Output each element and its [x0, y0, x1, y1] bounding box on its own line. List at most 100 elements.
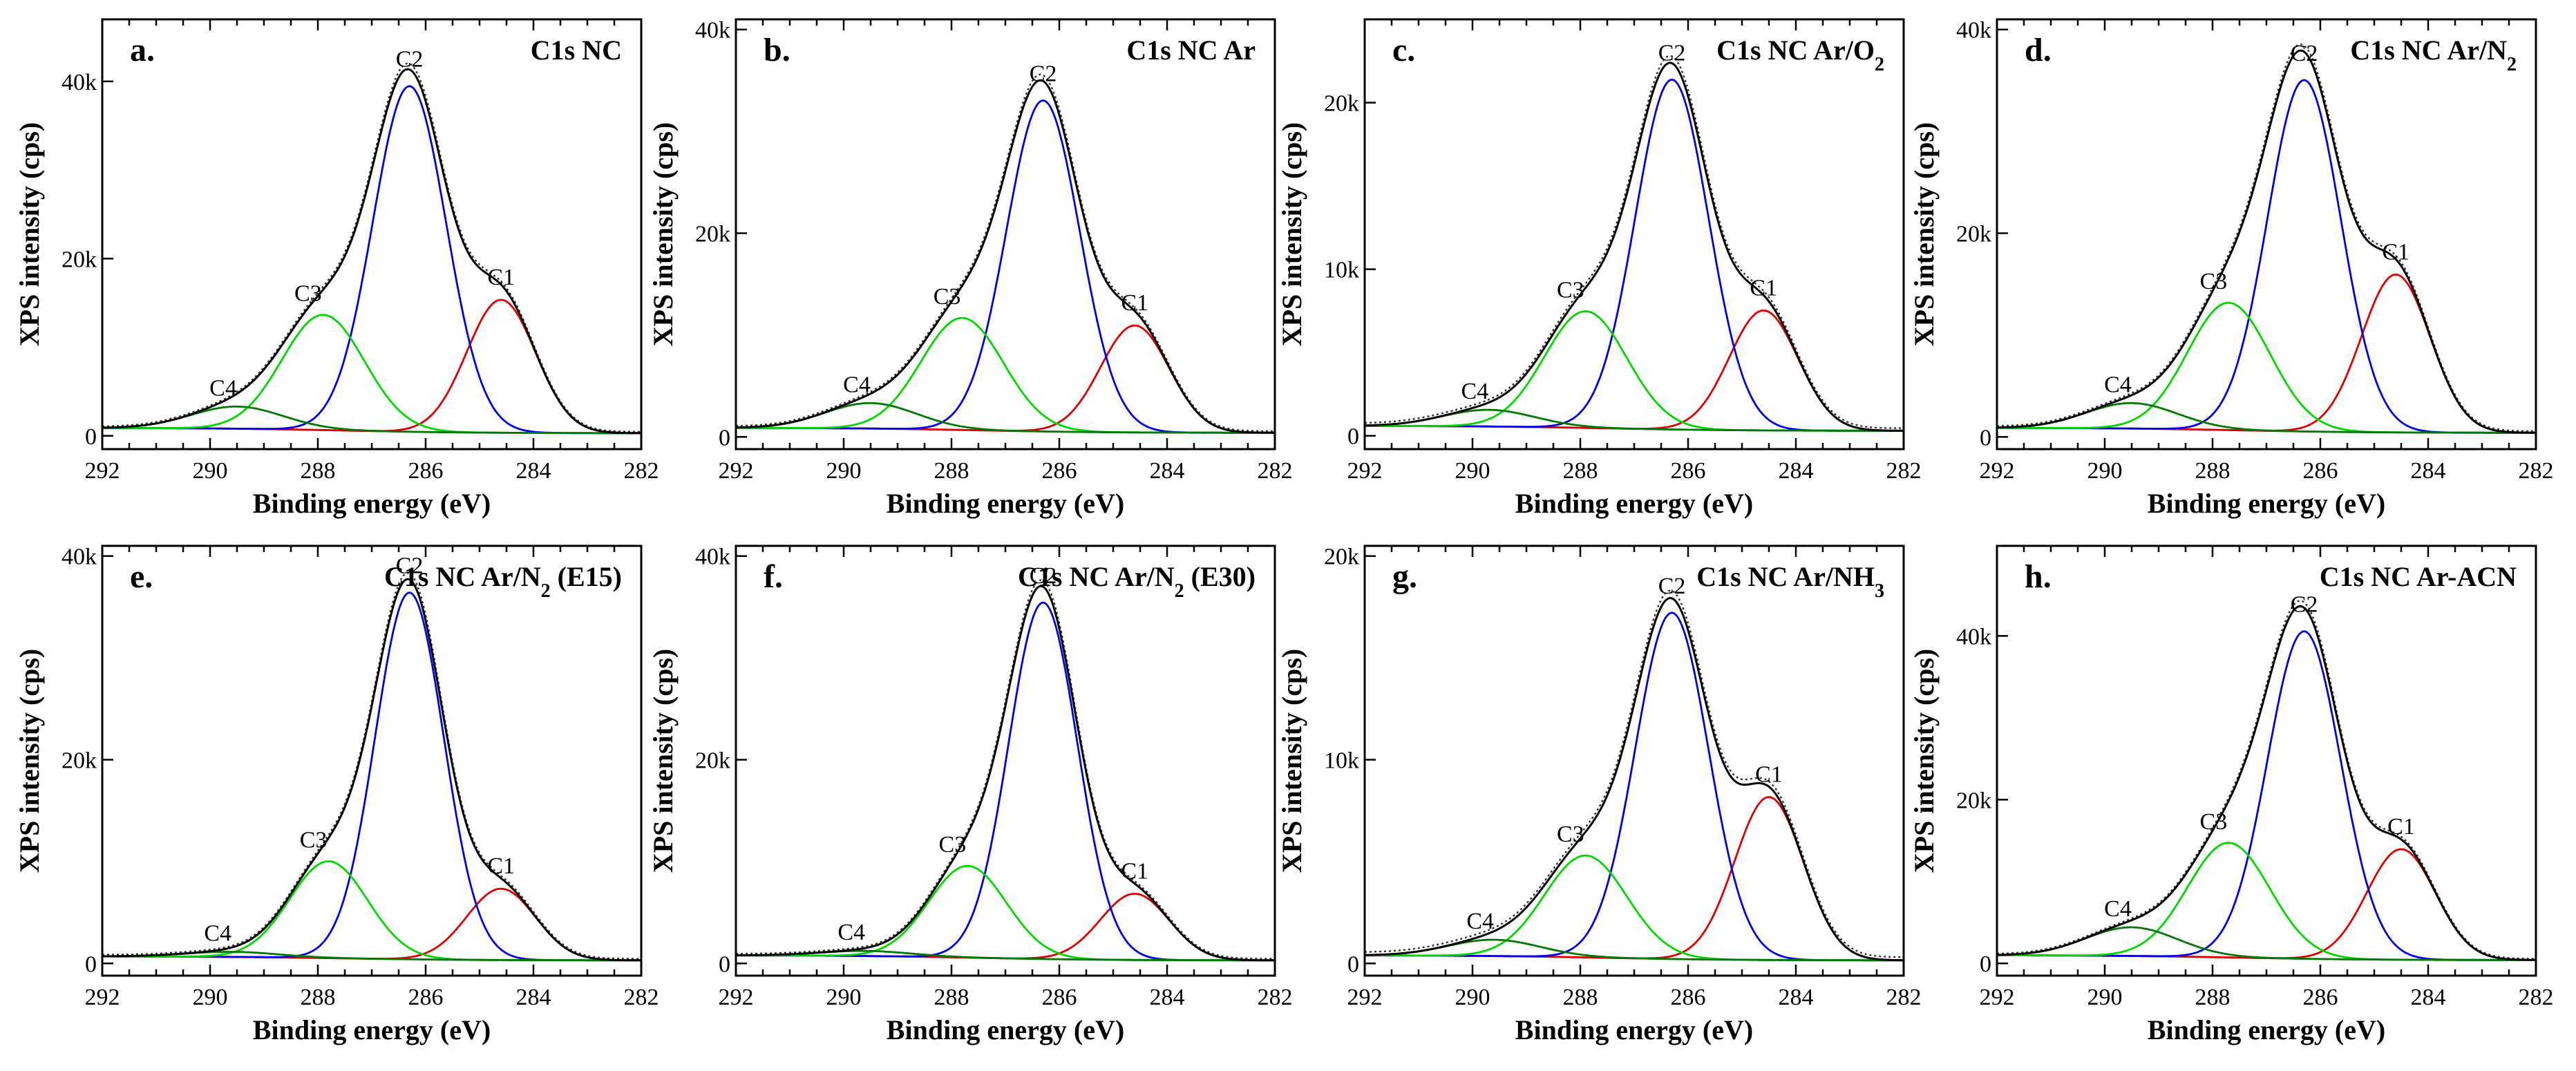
panel-b-y-tick-label: 0	[719, 425, 730, 451]
panel-f-x-tick-label: 288	[934, 985, 969, 1010]
panel-e-peak-label-c2: C2	[396, 553, 424, 579]
panel-a-peak-label-c2: C2	[396, 47, 424, 73]
panel-d: 292 290 288 286 284 282 0 20k 40k Binding energy …	[1909, 18, 2554, 519]
panel-c-x-tick-label: 290	[1455, 458, 1490, 484]
panel-d-letter: d.	[2025, 32, 2052, 68]
panel-d-experimental-line	[1997, 43, 2536, 433]
panel-f-x-axis-label: Binding energy (eV)	[887, 1014, 1124, 1045]
panel-b-x-tick-label: 290	[826, 458, 862, 484]
panel-f-curves	[736, 579, 1275, 962]
panel-g: 292 290 288 286 284 282 0 10k 20k Binding energy …	[1276, 544, 1922, 1045]
panel-a-peak-label-c1: C1	[487, 265, 515, 290]
panel-h-peak-c3	[1997, 842, 2536, 961]
panel-a-x-tick-label: 292	[85, 458, 120, 484]
panel-d-x-tick-label: 288	[2195, 458, 2231, 484]
panel-c: 292 290 288 286 284 282 0 10k 20k Binding energy …	[1276, 18, 1922, 519]
panel-g-x-tick-label: 282	[1886, 985, 1922, 1010]
panel-c-y-tick-label: 0	[1347, 424, 1359, 450]
panel-a-envelope-line	[102, 68, 641, 435]
panel-b-peak-c1	[736, 324, 1275, 434]
panel-g-peak-label-c1: C1	[1755, 762, 1783, 788]
panel-b-peak-label-c4: C4	[843, 372, 871, 397]
panel-c-x-tick-label: 292	[1347, 458, 1383, 484]
panel-f-y-tick-label: 40k	[695, 544, 730, 570]
panel-a-letter: a.	[130, 32, 155, 68]
panel-e-peak-label-c1: C1	[487, 853, 515, 879]
panel-c-letter: c.	[1392, 32, 1415, 68]
panel-f-peak-label-c4: C4	[837, 920, 865, 945]
panel-a-experimental-line	[102, 62, 641, 433]
panel-b-x-tick-label: 286	[1042, 458, 1077, 484]
panel-e-x-tick-label: 286	[408, 985, 444, 1010]
panel-c-peak-label-c4: C4	[1461, 379, 1489, 404]
panel-c-y-tick-label: 20k	[1324, 91, 1359, 117]
panel-e-x-tick-label: 290	[193, 985, 228, 1010]
panel-a-y-axis-label: XPS intensity (cps)	[14, 122, 45, 346]
panel-c-peak-label-c2: C2	[1658, 40, 1686, 66]
panel-g-curves	[1365, 589, 1904, 962]
panel-e-y-tick-label: 20k	[61, 748, 97, 774]
panel-c-x-tick-label: 282	[1886, 458, 1922, 484]
panel-d-x-tick-label: 286	[2303, 458, 2338, 484]
panel-d-peak-label-c2: C2	[2291, 41, 2318, 66]
panel-b-curves	[736, 73, 1275, 434]
panel-e-x-axis-label: Binding energy (eV)	[253, 1014, 491, 1045]
panel-g-envelope-line	[1365, 596, 1904, 962]
panel-b-experimental-line	[736, 73, 1275, 433]
panel-c-y-axis-label: XPS intensity (cps)	[1276, 122, 1307, 346]
panel-e-y-tick-label: 0	[85, 951, 97, 977]
panel-h-x-tick-label: 284	[2411, 985, 2446, 1010]
panel-d-x-axis-label: Binding energy (eV)	[2148, 488, 2385, 519]
panel-c-envelope-line	[1365, 61, 1904, 432]
panel-b-y-axis-label: XPS intensity (cps)	[647, 122, 679, 346]
panel-d-y-tick-label: 20k	[1956, 222, 1991, 247]
panel-g-y-tick-label: 0	[1347, 951, 1359, 977]
panel-d-curves	[1997, 43, 2536, 434]
panel-d-peak-c1	[1997, 273, 2536, 434]
panel-h-peak-label-c2: C2	[2291, 592, 2318, 618]
panel-h-title: C1s NC Ar-ACN	[2320, 561, 2517, 592]
panel-c-peak-c4	[1365, 408, 1904, 432]
panel-d-envelope-line	[1997, 49, 2536, 434]
panel-g-experimental-line	[1365, 589, 1904, 958]
panel-f-x-tick-label: 286	[1042, 985, 1077, 1010]
panel-b-letter: b.	[764, 32, 790, 68]
panel-e-title: C1s NC Ar/N2 (E15)	[384, 561, 622, 602]
panel-h-y-tick-label: 0	[1980, 951, 1991, 977]
panel-d-title: C1s NC Ar/N2	[2350, 35, 2517, 75]
panel-a-frame	[101, 18, 643, 451]
panel-e-x-tick-label: 288	[301, 985, 336, 1010]
panel-a-peak-label-c3: C3	[294, 281, 322, 307]
panel-h-peak-c2	[1997, 630, 2536, 961]
panel-d-x-tick-label: 292	[1980, 458, 2015, 484]
panel-c-y-tick-label: 10k	[1324, 258, 1359, 283]
panel-c-peak-c2	[1365, 78, 1904, 432]
panel-e-experimental-line	[102, 571, 641, 960]
panel-h-y-tick-label: 20k	[1956, 788, 1991, 813]
panel-g-x-tick-label: 288	[1563, 985, 1598, 1010]
panel-d-y-axis-label: XPS intensity (cps)	[1909, 122, 1940, 346]
panel-d-y-tick-label: 40k	[1956, 18, 1991, 44]
panel-f-x-tick-label: 292	[719, 985, 754, 1010]
panel-g-peak-label-c4: C4	[1466, 909, 1494, 934]
panel-f-y-tick-label: 0	[719, 951, 730, 977]
panel-g-x-tick-label: 284	[1779, 985, 1814, 1010]
panel-d-peak-label-c3: C3	[2200, 269, 2228, 294]
panel-h-x-tick-label: 288	[2195, 985, 2231, 1010]
panel-f-x-tick-label: 284	[1150, 985, 1185, 1010]
panel-b-x-tick-label: 282	[1258, 458, 1293, 484]
panel-a-x-tick-label: 290	[193, 458, 228, 484]
panel-c-title: C1s NC Ar/O2	[1716, 35, 1884, 75]
panel-h-experimental-line	[1997, 600, 2536, 960]
panel-h-x-axis-label: Binding energy (eV)	[2148, 1014, 2385, 1045]
panel-e-envelope-line	[102, 578, 641, 962]
panel-g-letter: g.	[1392, 558, 1417, 595]
panel-c-curves	[1365, 55, 1904, 432]
panel-g-y-axis-label: XPS intensity (cps)	[1276, 649, 1307, 873]
panel-b-peak-label-c3: C3	[934, 284, 961, 310]
panel-c-frame	[1363, 18, 1905, 451]
panel-a-x-tick-label: 284	[516, 458, 551, 484]
panel-a: 292 290 288 286 284 282 0 20k 40k Binding energy …	[14, 18, 659, 519]
panel-a-x-axis-label: Binding energy (eV)	[253, 488, 491, 519]
panel-c-peak-c3	[1365, 310, 1904, 432]
